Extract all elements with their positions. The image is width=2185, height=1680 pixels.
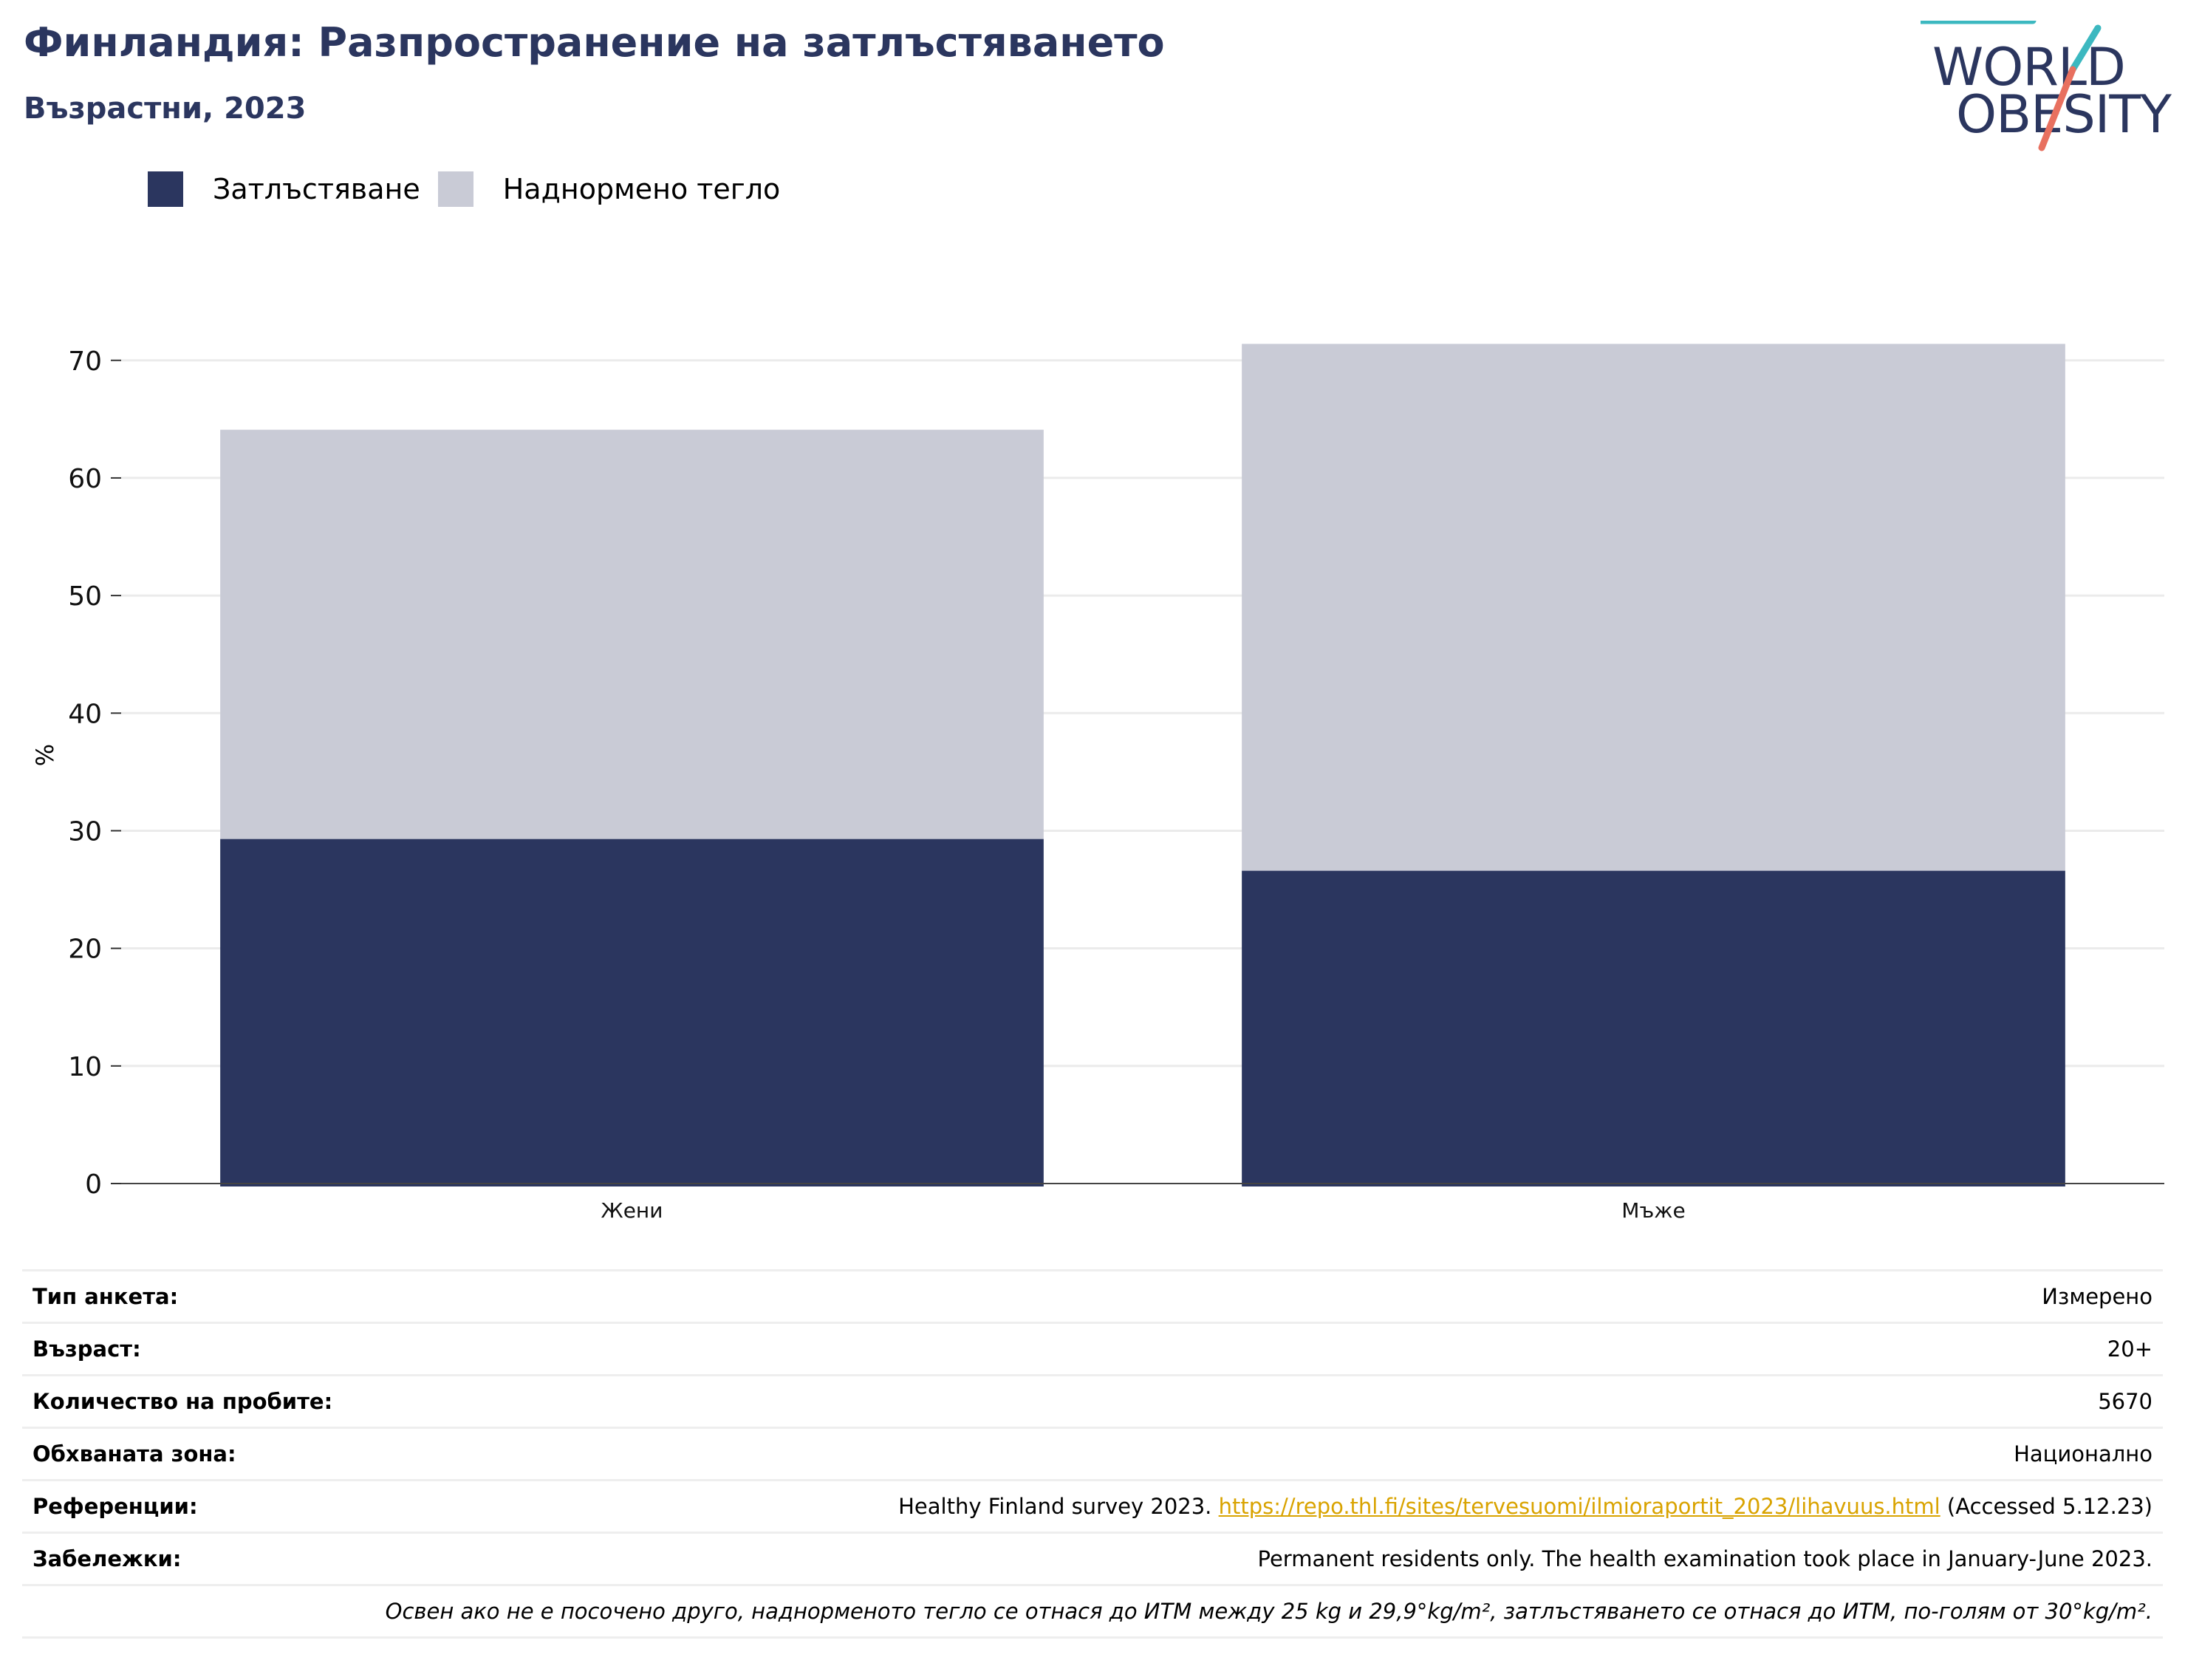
- info-row-footnote: Освен ако не е посочено друго, наднормен…: [22, 1584, 2163, 1639]
- logo-line-1: WORLD: [1932, 37, 2126, 98]
- y-tick-label: 70: [68, 346, 102, 377]
- info-row-remarks-value: Permanent residents only. The health exa…: [452, 1532, 2163, 1585]
- y-tick-label: 40: [68, 699, 102, 729]
- info-row-references-value: Healthy Finland survey 2023. https://rep…: [452, 1479, 2163, 1533]
- info-row-1-value: 20+: [452, 1322, 2163, 1376]
- info-row-0: Тип анкета: Измерено: [22, 1269, 2163, 1323]
- y-tick-label: 50: [68, 581, 102, 612]
- info-row-references-key: Референции:: [22, 1479, 453, 1533]
- x-tick-label: Жени: [601, 1198, 663, 1223]
- info-row-2-key: Количество на пробите:: [22, 1374, 453, 1428]
- info-row-2-value: 5670: [452, 1374, 2163, 1428]
- info-row-3-key: Обхваната зона:: [22, 1427, 453, 1481]
- bar-chart: 0 10 20 30 40 50 60 70 Жени Мъже %: [31, 344, 2164, 1223]
- y-tick-label: 20: [68, 935, 102, 965]
- chart-axes: 0 10 20 30 40 50 60 70 Жени Мъже: [68, 346, 2164, 1223]
- info-row-1: Възраст: 20+: [22, 1322, 2163, 1376]
- legend-label-obesity: Затлъстяване: [213, 173, 420, 205]
- info-row-remarks-key: Забележки:: [22, 1532, 453, 1585]
- info-row-0-key: Тип анкета:: [22, 1269, 453, 1323]
- y-tick-label: 10: [68, 1052, 102, 1082]
- legend-item-obesity: Затлъстяване: [148, 171, 420, 207]
- y-tick-label: 60: [68, 464, 102, 494]
- info-row-remarks: Забележки: Permanent residents only. The …: [22, 1532, 2163, 1585]
- x-tick-label: Мъже: [1621, 1198, 1685, 1223]
- info-row-1-key: Възраст:: [22, 1322, 453, 1376]
- legend-swatch-obesity: [148, 171, 183, 207]
- legend-item-overweight: Наднормено тегло: [437, 171, 781, 207]
- info-row-references: Референции: Healthy Finland survey 2023. …: [22, 1479, 2163, 1533]
- legend-label-overweight: Наднормено тегло: [502, 173, 781, 205]
- legend: Затлъстяване Наднормено тегло: [148, 170, 798, 208]
- bar-overweight-0: [220, 429, 1044, 839]
- legend-swatch-overweight: [437, 171, 473, 207]
- info-row-3: Обхваната зона: Национално: [22, 1427, 2163, 1481]
- world-obesity-logo: WORLD OBESITY: [1921, 21, 2172, 154]
- page-subtitle: Възрастни, 2023: [24, 92, 307, 126]
- info-row-0-value: Измерено: [452, 1269, 2163, 1323]
- bar-obesity-1: [1242, 870, 2065, 1186]
- reference-link[interactable]: https://repo.thl.fi/sites/tervesuomi/ilm…: [1218, 1494, 1940, 1519]
- page-title: Финландия: Разпространение на затлъстява…: [24, 19, 1165, 66]
- y-tick-label: 0: [85, 1169, 102, 1200]
- bar-overweight-1: [1242, 344, 2065, 871]
- footnote: Освен ако не е посочено друго, наднормен…: [22, 1584, 2163, 1639]
- info-row-3-value: Национално: [452, 1427, 2163, 1481]
- info-row-2: Количество на пробите: 5670: [22, 1374, 2163, 1428]
- chart-bars: [220, 344, 2065, 1186]
- y-axis-label: %: [31, 744, 59, 766]
- info-table: Тип анкета: Измерено Възраст: 20+ Количество…: [22, 1269, 2163, 1639]
- logo-slash-icon: [1921, 21, 2102, 151]
- y-tick-label: 30: [68, 816, 102, 847]
- bar-obesity-0: [220, 839, 1044, 1186]
